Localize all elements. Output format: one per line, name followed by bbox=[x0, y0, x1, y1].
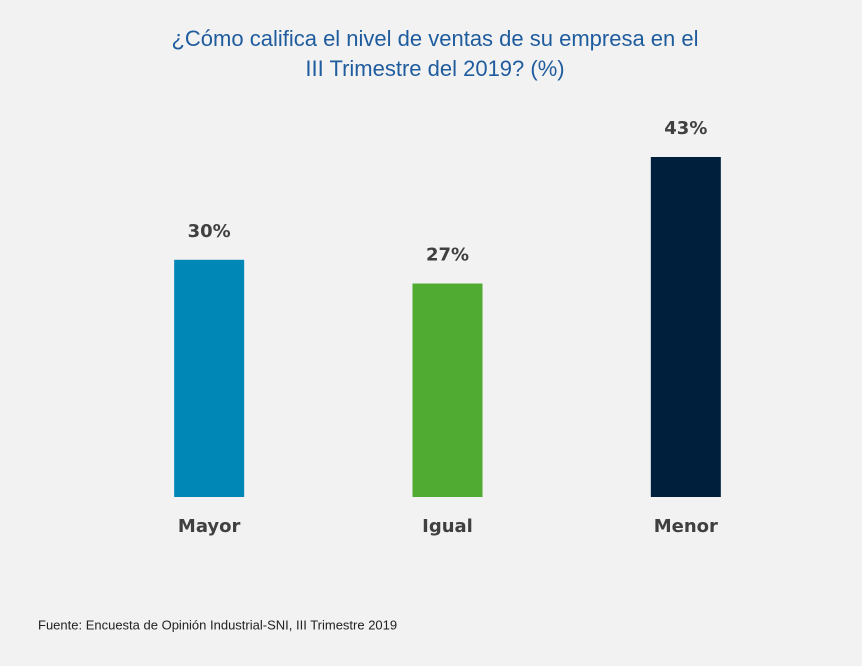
bar bbox=[412, 283, 483, 497]
chart-title: III Trimestre del 2019? (%) bbox=[305, 56, 564, 81]
data-label: 27% bbox=[426, 245, 469, 266]
data-label: 43% bbox=[664, 118, 707, 139]
bar bbox=[174, 259, 245, 497]
data-label: 30% bbox=[188, 221, 231, 242]
x-tick-label: Menor bbox=[654, 516, 718, 537]
x-tick-label: Igual bbox=[422, 516, 473, 537]
source-note: Fuente: Encuesta de Opinión Industrial-S… bbox=[38, 617, 397, 632]
x-tick-label: Mayor bbox=[178, 516, 241, 537]
bar bbox=[650, 157, 721, 497]
chart-title: ¿Cómo califica el nivel de ventas de su … bbox=[171, 26, 698, 51]
